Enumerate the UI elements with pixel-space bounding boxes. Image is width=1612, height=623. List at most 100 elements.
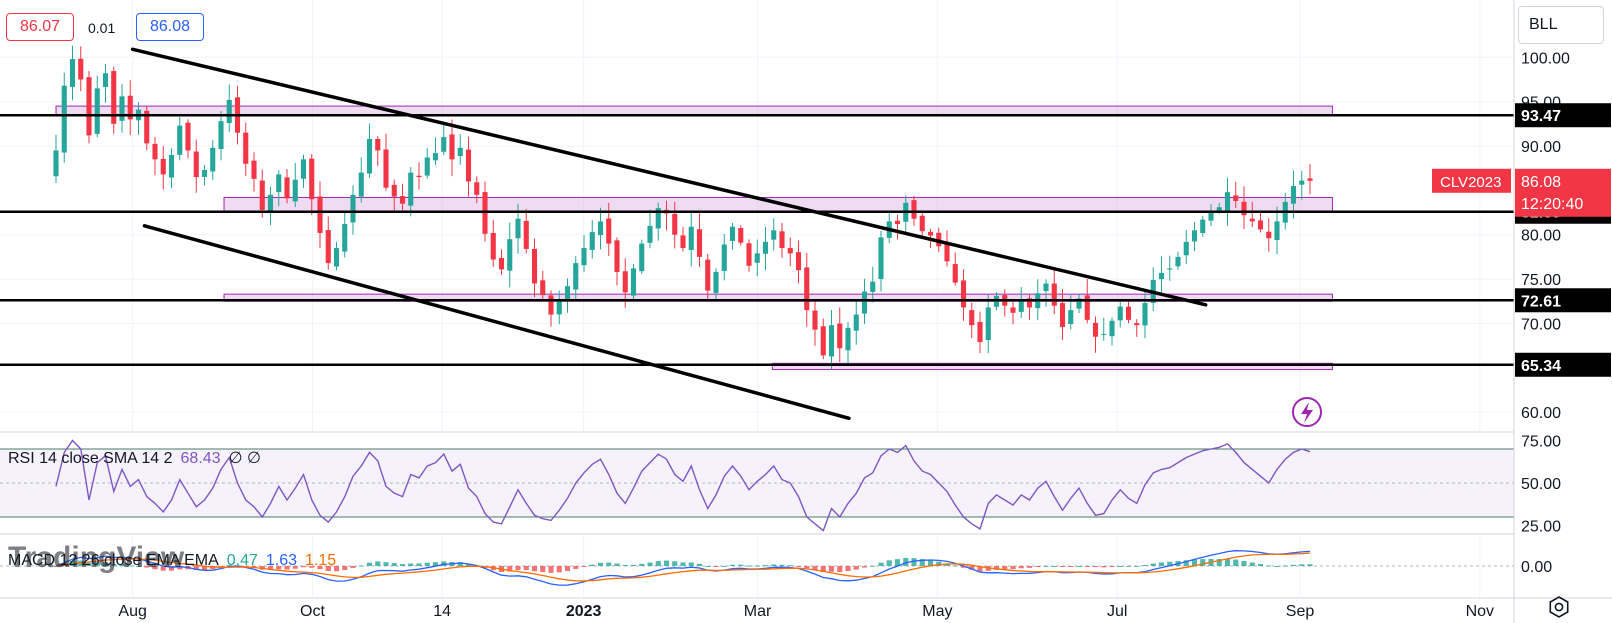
- rsi-tick-label: 50.00: [1521, 476, 1561, 493]
- time-tick-label: Aug: [118, 603, 146, 620]
- candle-body: [531, 248, 538, 284]
- macd-histogram-bar: [1282, 565, 1288, 567]
- zone-rectangle: [771, 362, 1333, 371]
- candle: [977, 311, 983, 354]
- candle-body: [284, 177, 290, 199]
- candle: [523, 209, 529, 254]
- candle-body: [705, 259, 711, 291]
- candle-body: [325, 230, 331, 264]
- horizontal-levels[interactable]: [0, 113, 1514, 367]
- macd-histogram-bar: [795, 566, 802, 567]
- macd-histogram-bar: [1299, 564, 1305, 566]
- candle: [185, 119, 191, 159]
- macd-histogram-bar: [1010, 566, 1016, 570]
- candle: [754, 239, 760, 277]
- macd-histogram-bar: [911, 558, 917, 566]
- candle: [870, 266, 876, 303]
- candle: [366, 123, 373, 178]
- lightning-icon[interactable]: [1292, 397, 1322, 427]
- macd-histogram-bar: [408, 563, 414, 566]
- candle-body: [597, 221, 604, 236]
- rsi-legend: RSI 14 close SMA 14 2 68.43 ∅ ∅: [8, 450, 261, 467]
- candle-body: [779, 231, 785, 249]
- candle-body: [416, 175, 422, 178]
- candle: [1241, 186, 1247, 230]
- sell-price-button[interactable]: 86.07: [6, 13, 74, 41]
- candle-body: [655, 208, 661, 229]
- macd-histogram-bar: [952, 565, 958, 567]
- candle-body: [383, 149, 389, 188]
- candle-body: [927, 231, 934, 236]
- candle-body: [399, 196, 406, 204]
- macd-histogram-bar: [1150, 563, 1156, 566]
- candle: [441, 121, 447, 155]
- candle-body: [449, 134, 455, 160]
- candle-body: [1274, 221, 1280, 241]
- time-tick-label: May: [922, 603, 952, 620]
- buy-price-button[interactable]: 86.08: [136, 13, 204, 41]
- macd-histogram-bar: [672, 561, 678, 566]
- macd-histogram-bar: [581, 566, 587, 567]
- settings-gear-icon[interactable]: [1546, 594, 1572, 620]
- candle-body: [243, 132, 249, 164]
- macd-histogram-bar: [152, 566, 158, 570]
- macd-histogram-bar: [540, 566, 546, 572]
- candle: [1183, 229, 1189, 265]
- candle-body: [94, 88, 100, 134]
- macd-histogram-bar: [993, 566, 1000, 570]
- macd-histogram-bar: [804, 566, 810, 569]
- macd-histogram-bar: [94, 562, 100, 566]
- macd-histogram-bar: [1002, 566, 1008, 570]
- macd-histogram-bar: [977, 566, 983, 572]
- candle: [630, 263, 637, 300]
- candle: [1266, 218, 1272, 252]
- last-price-label-bg: [1515, 168, 1611, 217]
- candle-body: [828, 325, 835, 357]
- macd-histogram-bar: [1158, 562, 1165, 566]
- unit-selector[interactable]: BLL: [1518, 6, 1604, 44]
- macd-histogram-bar: [276, 566, 282, 570]
- macd-histogram-bar: [1241, 561, 1247, 566]
- macd-histogram-bar: [1266, 565, 1272, 567]
- macd-histogram-bar: [515, 566, 521, 571]
- candle-body: [1307, 178, 1313, 181]
- rsi-tick-label: 25.00: [1521, 519, 1561, 536]
- candle: [325, 216, 331, 270]
- candle: [1158, 256, 1165, 293]
- candle-body: [1191, 230, 1198, 242]
- macd-histogram-bar: [903, 557, 909, 566]
- candle: [564, 278, 571, 313]
- candle-body: [1290, 185, 1297, 204]
- macd-histogram-bar: [960, 566, 967, 568]
- macd-histogram-bar: [523, 566, 529, 571]
- candle-body: [259, 180, 265, 210]
- candle: [267, 186, 274, 226]
- candle: [696, 213, 703, 267]
- macd-histogram-bar: [284, 566, 290, 570]
- level-price-label-bg: [1515, 103, 1611, 128]
- macd-histogram-bar: [1076, 565, 1082, 567]
- macd-histogram-bar: [738, 564, 744, 566]
- candle: [795, 240, 802, 284]
- candle-body: [119, 96, 125, 121]
- candle-body: [1299, 180, 1305, 185]
- macd-histogram-bar: [1051, 565, 1057, 567]
- candle: [556, 290, 562, 325]
- macd-histogram-bar: [705, 565, 711, 567]
- macd-histogram-bar: [754, 565, 760, 567]
- time-axis[interactable]: Aug Oct 14 2023 Mar May Jul Sep Nov: [118, 603, 1494, 620]
- candle-body: [944, 243, 950, 262]
- macd-histogram-bar: [729, 564, 736, 566]
- candle: [680, 226, 686, 252]
- candle: [102, 63, 109, 103]
- candle-body: [1257, 220, 1264, 230]
- candle: [655, 202, 661, 241]
- candle: [111, 66, 117, 134]
- grid-lines: [0, 0, 1514, 598]
- candle-body: [820, 326, 826, 356]
- candle: [853, 298, 859, 345]
- candle: [226, 84, 232, 133]
- trendlines[interactable]: [130, 47, 1208, 421]
